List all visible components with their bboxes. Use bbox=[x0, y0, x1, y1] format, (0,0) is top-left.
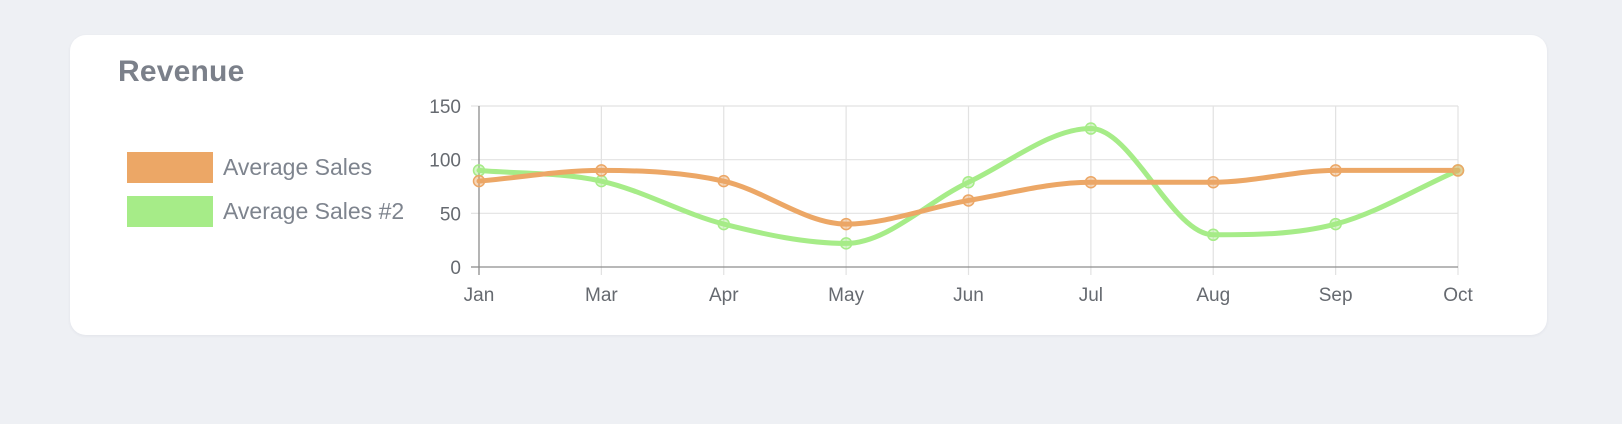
revenue-card: Revenue Average Sales Average Sales #2 0… bbox=[70, 35, 1547, 335]
x-tick-label: Jun bbox=[953, 285, 984, 306]
legend-swatch bbox=[127, 196, 213, 227]
revenue-line-chart: 0 50 100 150 Jan Mar Apr May Jun Jul Aug Sep Oct bbox=[429, 97, 1473, 306]
data-point-average-sales-2[interactable] bbox=[1207, 228, 1220, 242]
y-tick-label: 150 bbox=[429, 97, 461, 118]
legend-label: Average Sales #2 bbox=[223, 198, 405, 224]
data-point-average-sales[interactable] bbox=[962, 194, 975, 207]
legend-item-average-sales[interactable]: Average Sales bbox=[127, 152, 404, 183]
x-tick-label: Aug bbox=[1196, 285, 1230, 306]
grid-lines bbox=[471, 105, 1459, 275]
y-tick-label: 50 bbox=[440, 204, 461, 225]
series-line-average-sales bbox=[476, 167, 1461, 227]
data-point-average-sales-2[interactable] bbox=[839, 237, 853, 250]
data-point-average-sales[interactable] bbox=[1207, 175, 1220, 189]
x-tick-label: Jul bbox=[1079, 285, 1103, 306]
data-point-average-sales-2[interactable] bbox=[1084, 122, 1098, 135]
data-point-average-sales-2[interactable] bbox=[717, 217, 730, 231]
x-tick-label: Mar bbox=[585, 285, 618, 306]
data-point-average-sales-2[interactable] bbox=[472, 164, 486, 177]
x-tick-label: May bbox=[828, 285, 864, 306]
data-point-average-sales-2[interactable] bbox=[595, 174, 608, 188]
x-tick-label: Sep bbox=[1319, 285, 1353, 306]
data-point-average-sales-2[interactable] bbox=[962, 175, 975, 189]
x-tick-label: Apr bbox=[709, 285, 739, 306]
data-point-average-sales[interactable] bbox=[595, 164, 608, 177]
x-tick-label: Oct bbox=[1443, 285, 1473, 306]
data-points bbox=[472, 122, 1465, 250]
data-point-average-sales[interactable] bbox=[839, 217, 853, 231]
series-line-average-sales-2 bbox=[476, 126, 1461, 246]
y-tick-label: 100 bbox=[429, 151, 461, 172]
data-point-average-sales-2[interactable] bbox=[1329, 217, 1342, 231]
data-point-average-sales[interactable] bbox=[1329, 164, 1342, 177]
legend-label: Average Sales bbox=[223, 154, 373, 180]
data-point-average-sales[interactable] bbox=[717, 174, 730, 188]
x-tick-label: Jan bbox=[464, 285, 495, 306]
data-point-average-sales[interactable] bbox=[1451, 164, 1465, 177]
tick-labels: 0 50 100 150 Jan Mar Apr May Jun Jul Aug Sep Oct bbox=[429, 97, 1473, 306]
data-point-average-sales[interactable] bbox=[1084, 175, 1098, 189]
data-point-average-sales[interactable] bbox=[472, 174, 486, 188]
legend-swatch bbox=[127, 152, 213, 183]
y-tick-label: 0 bbox=[450, 258, 461, 279]
axes bbox=[471, 106, 1458, 275]
series-lines bbox=[476, 126, 1461, 246]
card-title: Revenue bbox=[118, 55, 245, 88]
chart-legend: Average Sales Average Sales #2 bbox=[127, 152, 404, 240]
legend-item-average-sales-2[interactable]: Average Sales #2 bbox=[127, 196, 404, 227]
